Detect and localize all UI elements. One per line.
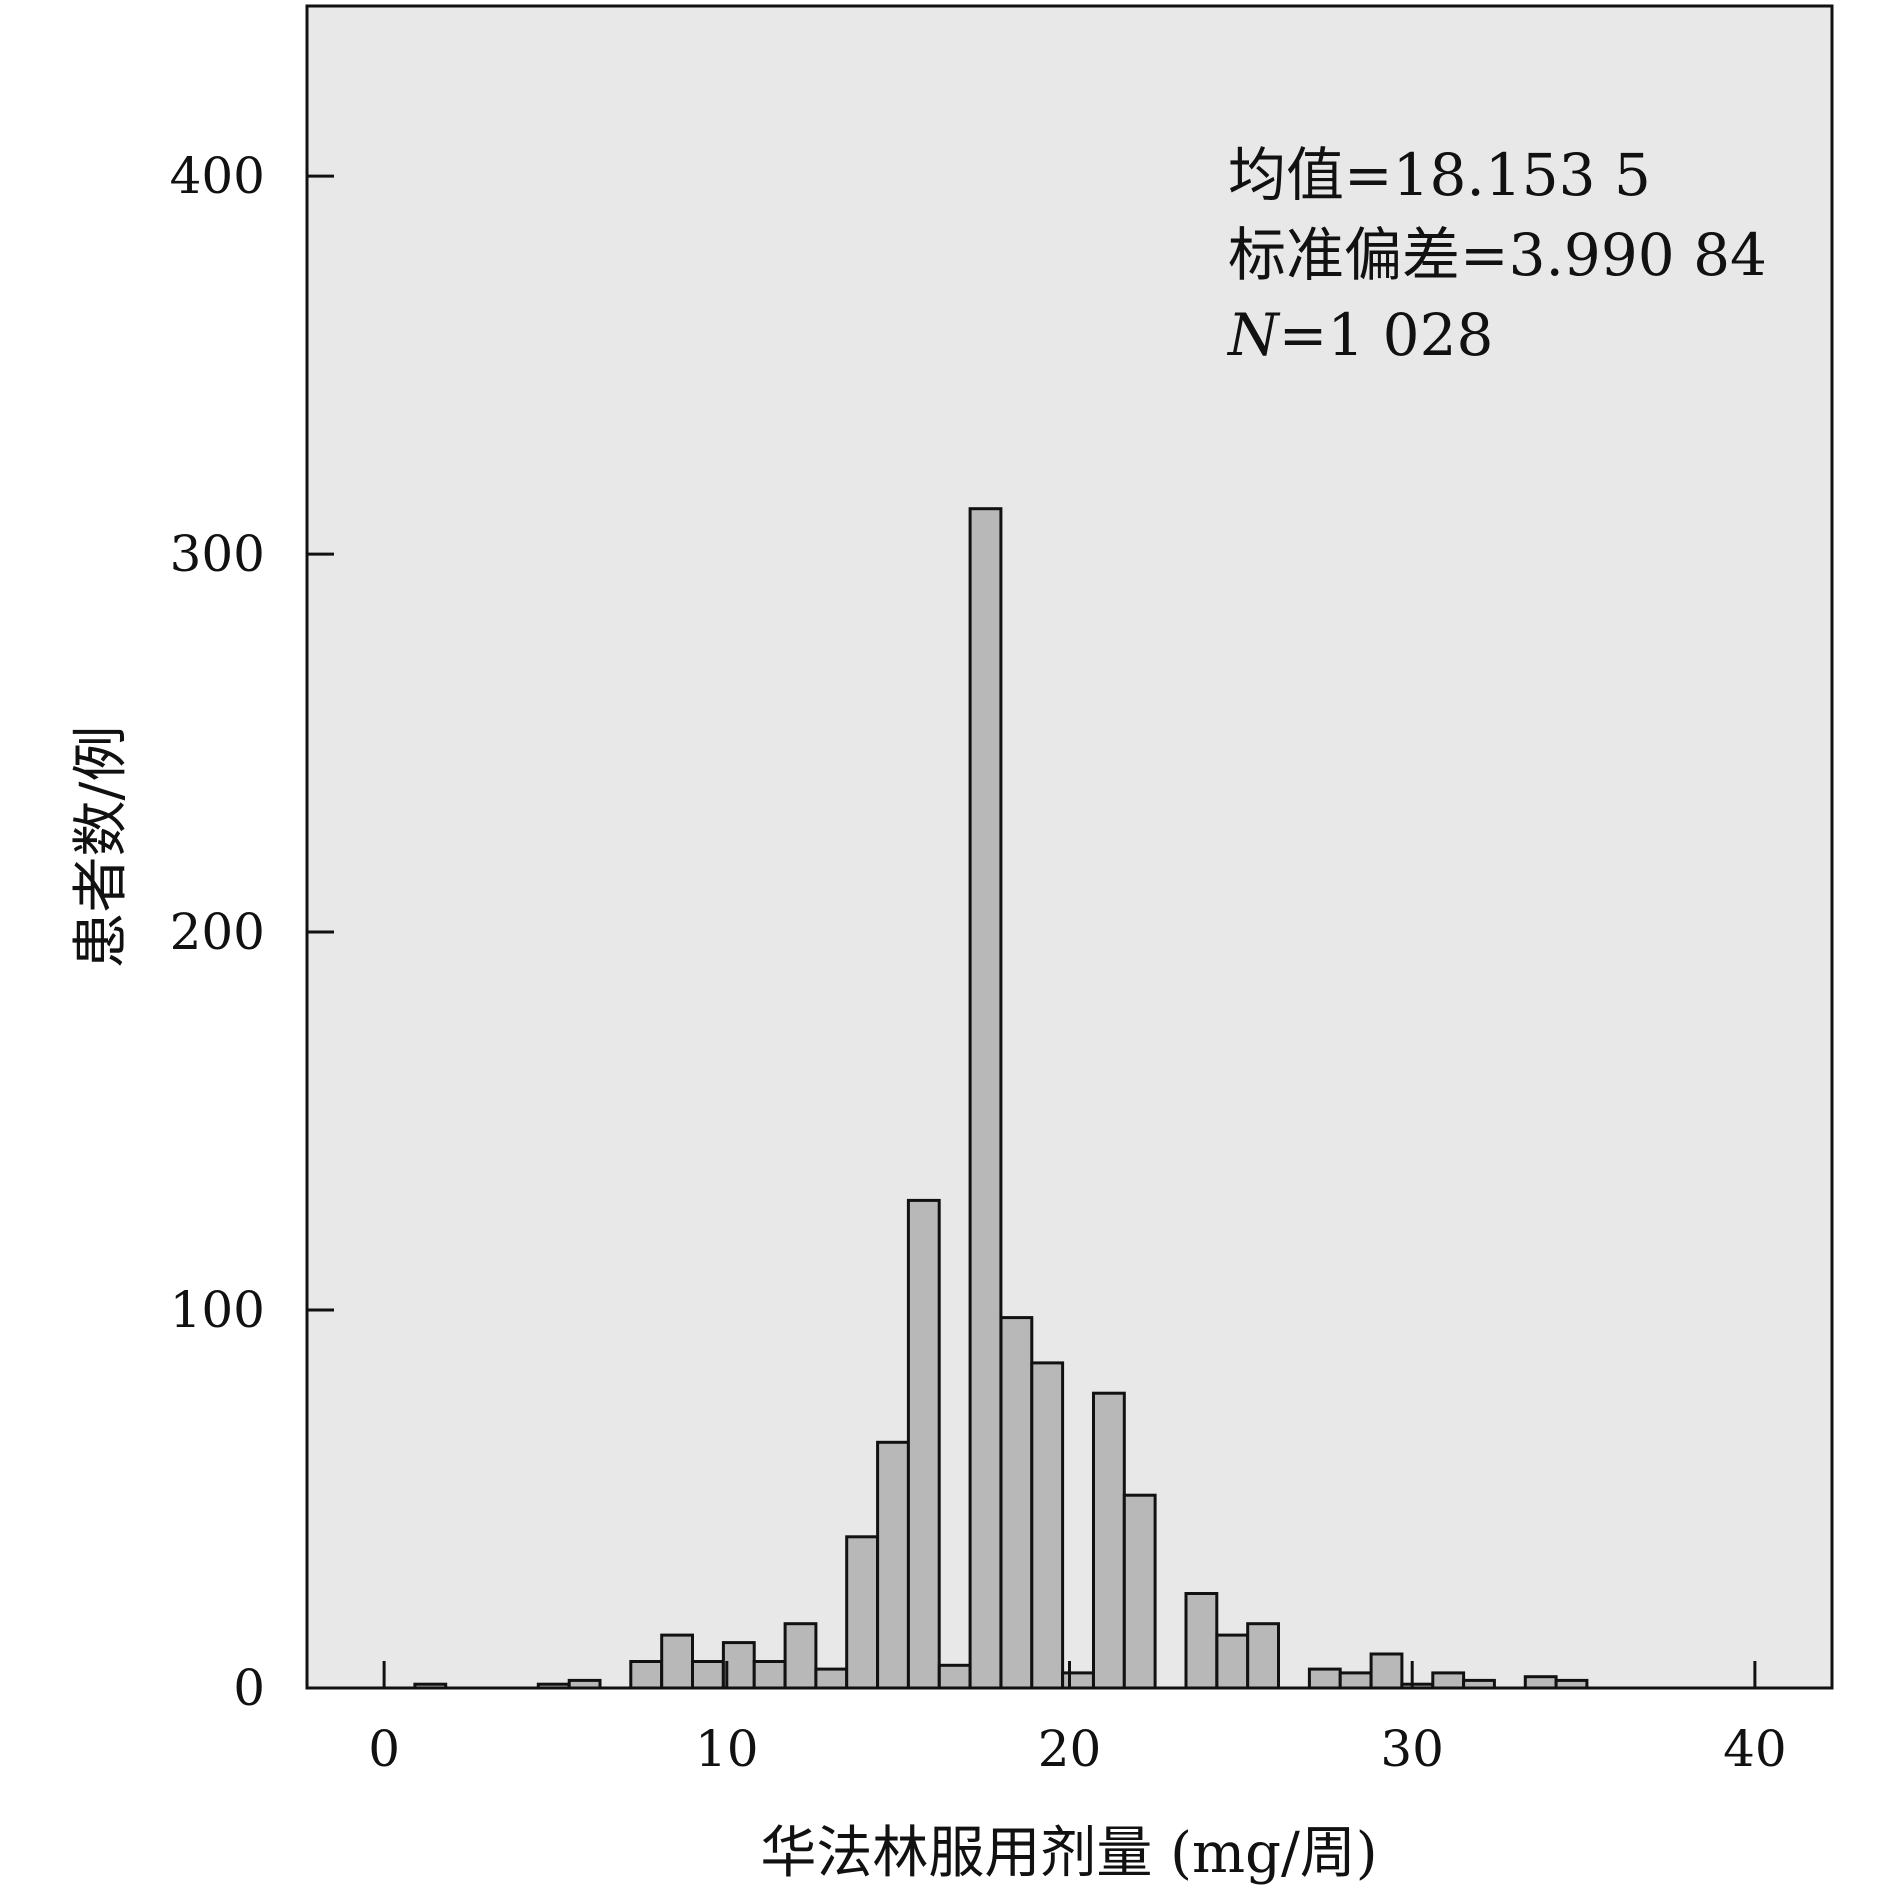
histogram-bar bbox=[567, 1678, 602, 1690]
histogram-bar bbox=[1184, 1592, 1219, 1690]
plot-area bbox=[305, 4, 1834, 1690]
histogram-bar bbox=[876, 1440, 910, 1690]
y-tick-label: 400 bbox=[170, 147, 265, 205]
n-annotation: N=1 028 bbox=[1226, 301, 1493, 369]
n-value: =1 028 bbox=[1279, 301, 1494, 369]
histogram-bar bbox=[1338, 1671, 1373, 1690]
mean-annotation: 均值=18.153 5 bbox=[1228, 141, 1651, 209]
histogram-bar bbox=[1523, 1675, 1558, 1690]
histogram-bar bbox=[536, 1682, 571, 1690]
histogram-bar bbox=[1369, 1652, 1404, 1690]
histogram-bar bbox=[660, 1633, 695, 1690]
histogram-bar bbox=[1431, 1671, 1466, 1690]
histogram-bar bbox=[721, 1641, 756, 1690]
histogram-bar bbox=[1215, 1633, 1250, 1690]
y-tick-label: 100 bbox=[170, 1281, 265, 1339]
y-tick-label: 0 bbox=[233, 1659, 265, 1717]
histogram-bar bbox=[629, 1660, 664, 1690]
histogram-bar bbox=[1030, 1361, 1065, 1690]
histogram-bar bbox=[413, 1682, 448, 1690]
ticks-group: 0 100 200 300 400 0 10 20 30 40 bbox=[170, 147, 1787, 1778]
y-axis-title: 患者数/例 bbox=[69, 726, 134, 969]
histogram-bar bbox=[1307, 1667, 1342, 1690]
histogram-bar bbox=[1092, 1391, 1126, 1690]
x-tick-label: 0 bbox=[368, 1720, 400, 1778]
x-tick-label: 10 bbox=[695, 1720, 759, 1778]
histogram-bar bbox=[906, 1198, 941, 1690]
histogram-bar bbox=[1400, 1682, 1435, 1690]
x-tick-label: 40 bbox=[1723, 1720, 1787, 1778]
x-axis-title: 华法林服用剂量 (mg/周) bbox=[760, 1821, 1377, 1886]
histogram-bar bbox=[937, 1663, 972, 1690]
std-dev-annotation: 标准偏差=3.990 84 bbox=[1228, 221, 1767, 289]
histogram-bar bbox=[691, 1660, 725, 1690]
histogram-bar bbox=[1462, 1678, 1496, 1690]
bars-group bbox=[413, 507, 1589, 1690]
histogram-bar bbox=[999, 1316, 1034, 1690]
y-tick-label: 300 bbox=[170, 525, 265, 583]
x-tick-label: 30 bbox=[1380, 1720, 1444, 1778]
x-tick-label: 20 bbox=[1038, 1720, 1102, 1778]
histogram-bar bbox=[752, 1660, 787, 1690]
histogram-bar bbox=[1061, 1671, 1095, 1690]
histogram-bar bbox=[814, 1667, 849, 1690]
histogram-bar bbox=[1554, 1678, 1589, 1690]
histogram-bar bbox=[1122, 1493, 1157, 1690]
y-tick-label: 200 bbox=[170, 903, 265, 961]
n-symbol: N bbox=[1226, 301, 1281, 369]
histogram-bar bbox=[968, 507, 1003, 1690]
histogram-bar bbox=[845, 1535, 880, 1690]
histogram-bar bbox=[1246, 1622, 1280, 1690]
histogram-bar bbox=[783, 1622, 818, 1690]
